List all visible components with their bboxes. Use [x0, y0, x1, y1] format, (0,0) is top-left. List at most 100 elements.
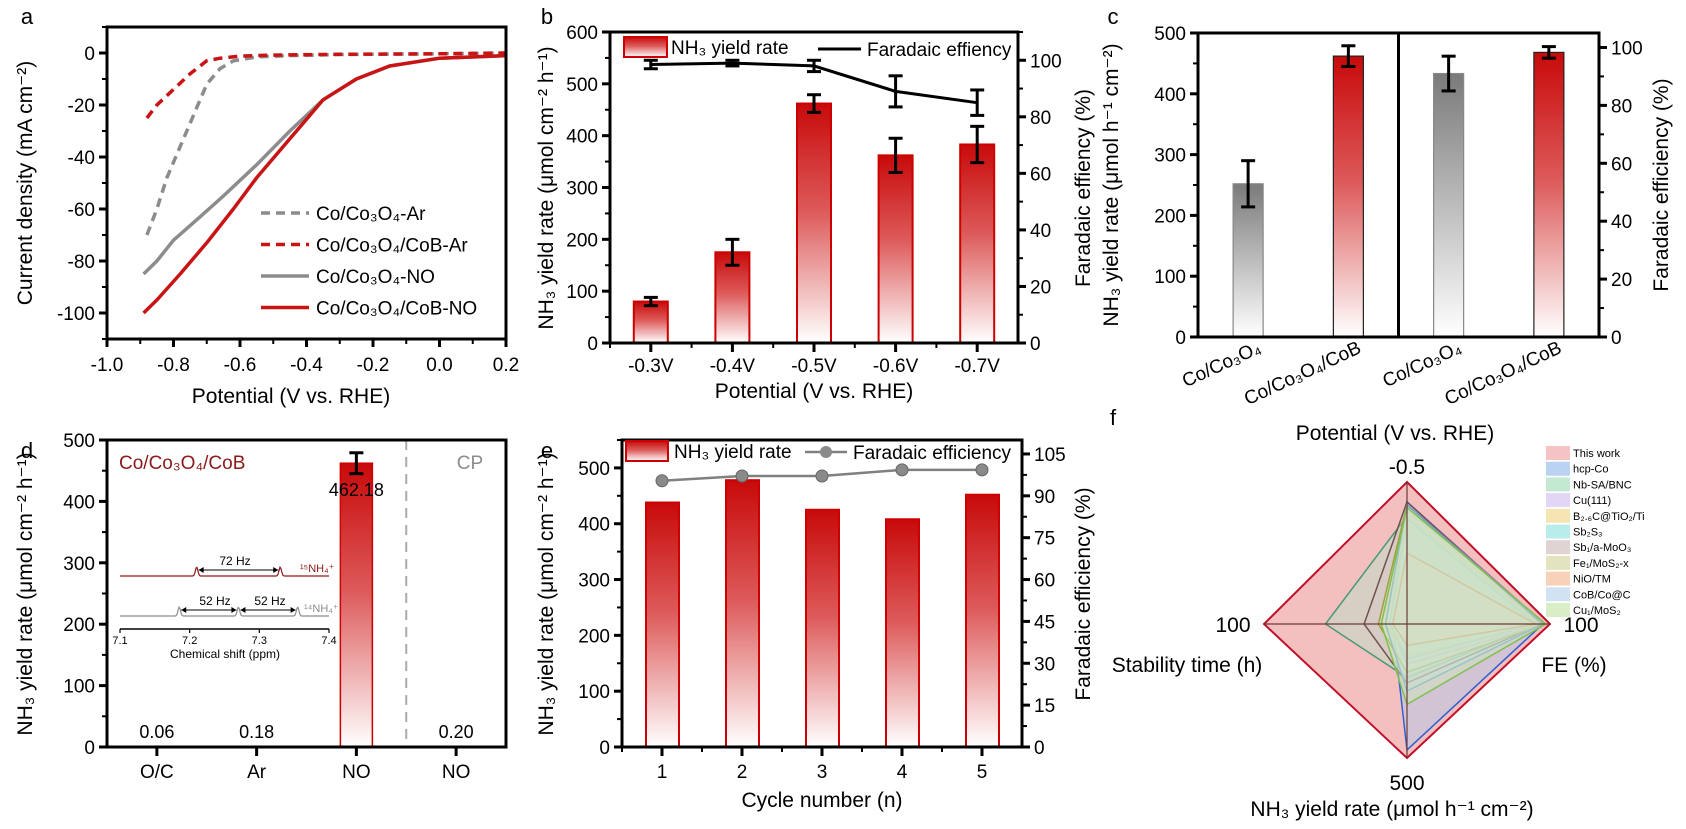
a-x-tick-label: -1.0 — [91, 355, 124, 376]
a-y-axis-tick-label: -60 — [68, 200, 95, 221]
e-y2-axis-tick-label: 45 — [1034, 612, 1055, 633]
e-bar — [725, 479, 760, 748]
a-y-axis-tick-label: -20 — [68, 96, 95, 117]
c-y-axis-tick-label: 500 — [1154, 24, 1186, 45]
a-x-tick-label: 0.0 — [426, 355, 452, 376]
e-fe-point — [815, 469, 829, 483]
d-y-axis-title: NH₃ yield rate (μmol cm⁻² h⁻¹) — [14, 452, 37, 735]
b-x-tick-label: -0.5V — [791, 356, 837, 377]
e-x-axis-title: Cycle number (n) — [741, 789, 902, 812]
f-legend-swatch — [1546, 540, 1570, 555]
c-x-tick-label: Co/Co₃O₄ — [1179, 337, 1264, 392]
e-plot-frame — [620, 438, 1024, 749]
c-x-axis-title: Potential (V vs. RHE) — [1296, 422, 1494, 445]
panel-label-b: b — [541, 4, 553, 29]
b-y-axis-tick-label: 100 — [566, 282, 598, 303]
b-x-tick-label: -0.3V — [628, 356, 674, 377]
b-y2-axis-tick-label: 20 — [1030, 277, 1051, 298]
c-x-tick-label: Co/Co₃O₄ — [1380, 337, 1465, 392]
f-axis-title-stability: Stability time (h) — [1112, 654, 1263, 677]
b-bar — [632, 300, 669, 344]
c-bar-co-co3o4-cob — [1533, 51, 1565, 338]
f-axis-tick-stability: 100 — [1215, 614, 1250, 637]
panel-label-f: f — [1110, 405, 1117, 430]
e-x-tick-label: 2 — [737, 762, 748, 783]
c-bar-co-co3o4 — [1232, 183, 1264, 338]
e-x-tick-label: 3 — [817, 762, 828, 783]
a-y-axis-tick-label: -40 — [68, 148, 95, 169]
f-legend-label: Cu₁/MoS₂ — [1573, 605, 1621, 617]
b-plot-frame — [608, 30, 1020, 345]
a-x-tick-label: -0.8 — [157, 355, 190, 376]
a-plot-frame — [105, 25, 508, 341]
b-y-axis-title: NH₃ yield rate (μmol cm⁻² h⁻¹) — [535, 46, 558, 329]
b-y-axis-tick-label: 200 — [566, 230, 598, 251]
d-inset-annotation: 52 Hz — [254, 594, 285, 608]
c-bar-co-co3o4 — [1433, 72, 1465, 338]
e-fe-point — [735, 469, 749, 483]
e-y-axis-tick-label: 0 — [599, 738, 610, 759]
a-y-axis-tick-label: -80 — [68, 252, 95, 273]
c-y2-axis-tick-label: 0 — [1611, 328, 1622, 349]
b-legend-swatch-bar — [623, 36, 668, 58]
e-y-axis-tick-label: 300 — [578, 571, 610, 592]
b-bar — [796, 102, 832, 344]
b-bar — [877, 154, 914, 344]
a-series-line — [142, 53, 507, 315]
e-y2-axis-tick-label: 30 — [1034, 654, 1055, 675]
f-legend-swatch — [1546, 555, 1570, 570]
b-y2-axis-tick-label: 40 — [1030, 221, 1051, 242]
e-y-axis-tick-label: 200 — [578, 626, 610, 647]
c-y-axis-tick-label: 100 — [1154, 267, 1186, 288]
e-bar — [885, 518, 920, 749]
c-y2-axis-tick-label: 100 — [1611, 38, 1643, 59]
d-inset-x-tick-label: 7.1 — [112, 635, 127, 647]
f-legend-swatch — [1546, 461, 1570, 476]
c-y-axis-tick-label: 0 — [1175, 328, 1186, 349]
a-legend-label: Co/Co₃O₄-Ar — [316, 204, 426, 225]
f-axis-tick-fe: 100 — [1563, 614, 1598, 637]
e-y2-axis-tick-label: 75 — [1034, 529, 1055, 550]
a-y-axis-title: Current density (mA cm⁻²) — [14, 61, 37, 305]
e-y-axis-tick-label: 100 — [578, 682, 610, 703]
e-y-axis-title: NH₃ yield rate (μmol cm⁻² h⁻¹) — [535, 452, 558, 735]
f-axis-title-fe: FE (%) — [1541, 654, 1606, 677]
f-legend-label: This work — [1573, 448, 1621, 460]
a-y-axis-tick-label: 0 — [84, 44, 95, 65]
d-inset-x-tick-label: 7.2 — [182, 635, 197, 647]
e-fe-point — [975, 463, 989, 477]
e-bar — [805, 508, 840, 749]
d-y-axis-tick-label: 100 — [63, 677, 95, 698]
d-y-axis-tick-label: 300 — [63, 554, 95, 575]
f-legend-label: Nb-SA/BNC — [1573, 479, 1632, 491]
b-legend-label: Faradaic effiency — [867, 40, 1012, 61]
d-y-axis-tick-label: 500 — [63, 431, 95, 452]
d-group-label-sample: Co/Co₃O₄/CoB — [119, 453, 245, 474]
b-y2-axis-tick-label: 60 — [1030, 164, 1051, 185]
a-series-line — [145, 51, 507, 120]
d-inset-spectrum — [120, 605, 329, 617]
f-legend-label: Cu(111) — [1573, 495, 1611, 507]
e-y2-axis-tick-label: 90 — [1034, 487, 1055, 508]
e-y2-axis-tick-label: 105 — [1034, 445, 1066, 466]
d-inset-x-tick-label: 7.3 — [252, 635, 267, 647]
d-inset-annotation: 72 Hz — [219, 554, 250, 568]
d-inset-spectrum — [120, 565, 329, 577]
d-inset-x-axis-title: Chemical shift (ppm) — [170, 647, 280, 661]
c-y-axis-title: NH₃ yield rate (μmol h⁻¹ cm⁻²) — [1100, 43, 1123, 326]
e-bar — [965, 493, 1000, 748]
b-x-axis-title: Potential (V vs. RHE) — [715, 380, 913, 403]
d-plot-frame — [105, 438, 508, 749]
c-y-axis-tick-label: 400 — [1154, 85, 1186, 106]
c-y2-axis-tick-label: 60 — [1611, 154, 1632, 175]
e-legend-label: Faradaic efficiency — [853, 443, 1012, 464]
d-x-tick-label: NO — [442, 762, 471, 783]
f-axis-tick-yield: 500 — [1389, 772, 1424, 795]
f-legend-label: Sb₁/a-MoO₃ — [1573, 542, 1631, 554]
e-y2-axis-tick-label: 0 — [1034, 738, 1045, 759]
d-value-label: 462.18 — [329, 480, 384, 500]
d-value-label: 0.06 — [139, 722, 174, 742]
d-x-tick-label: O/C — [140, 762, 174, 783]
a-x-tick-label: -0.6 — [224, 355, 257, 376]
